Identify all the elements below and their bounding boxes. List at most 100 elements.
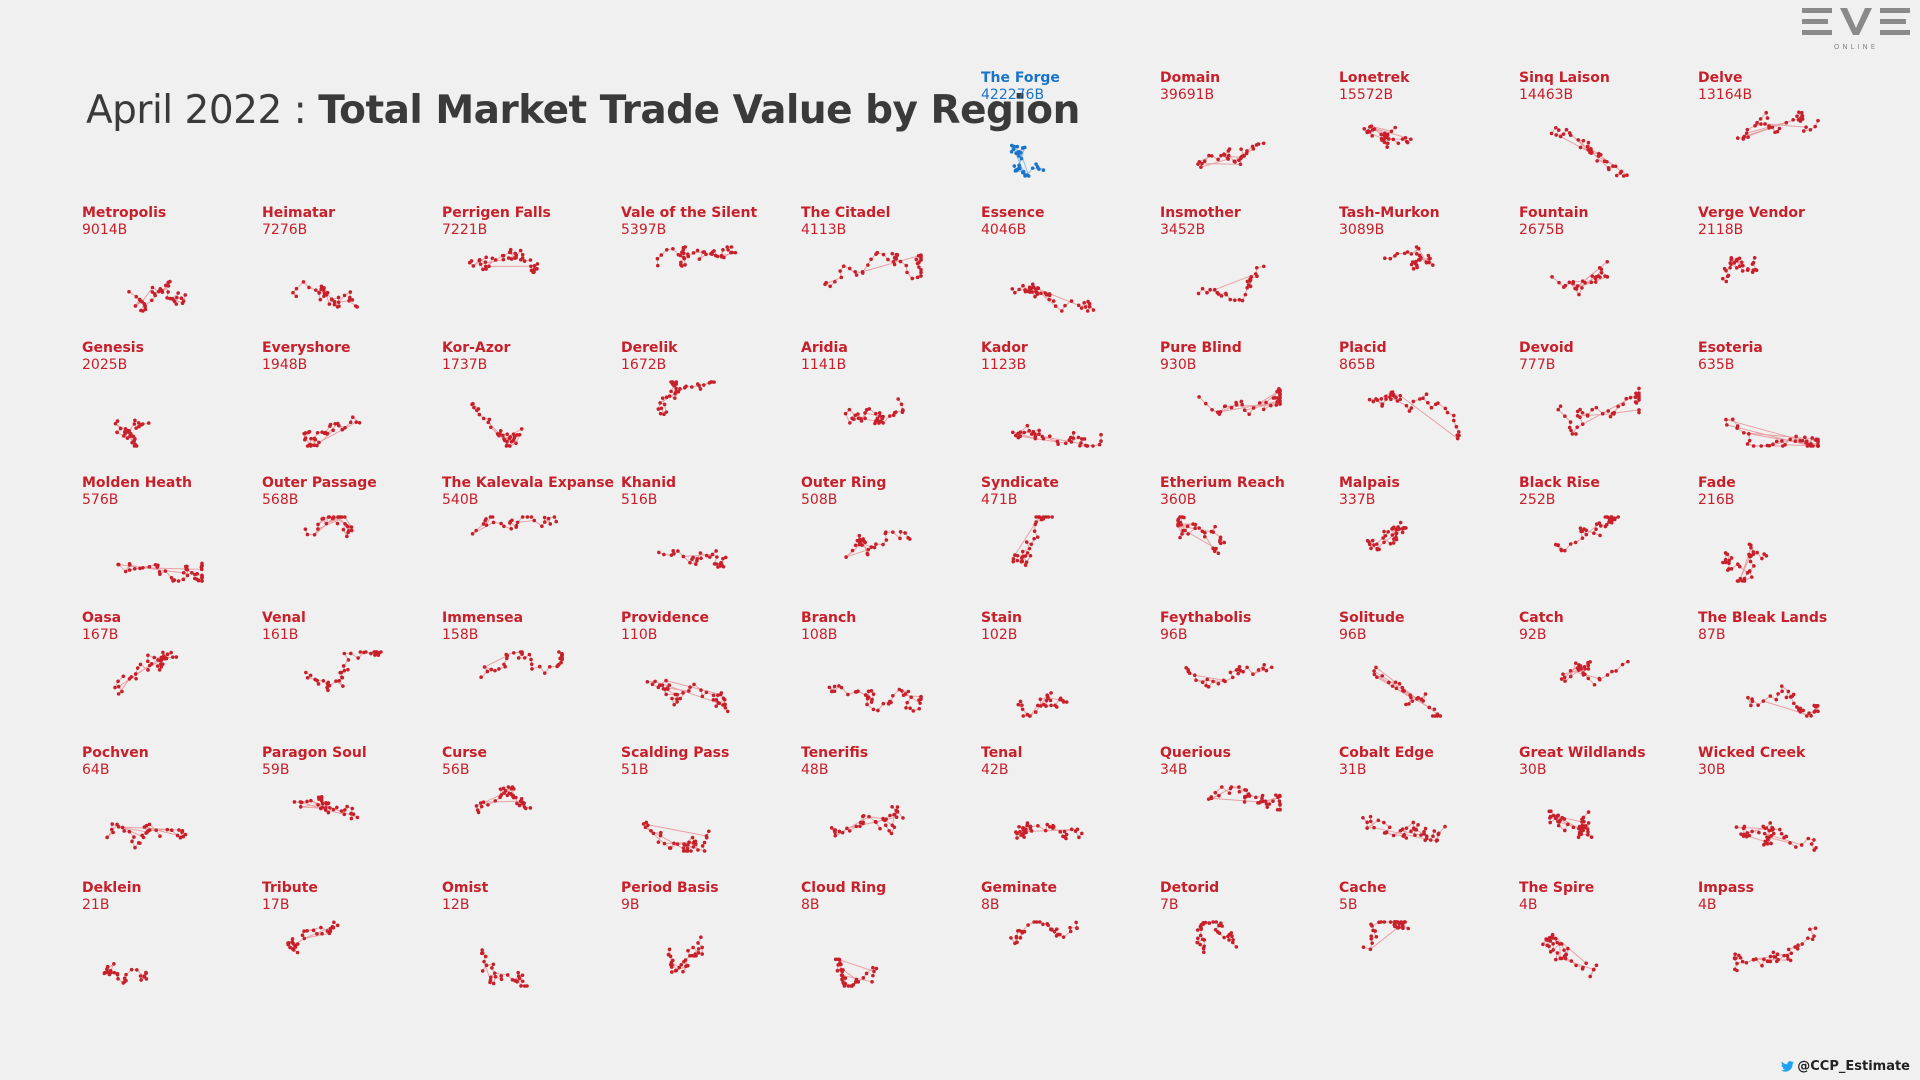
region-scalding-pass: Scalding Pass 51B <box>621 745 791 875</box>
region-name: Outer Ring <box>801 475 887 491</box>
region-value: 865B <box>1339 357 1376 373</box>
chart-title-main: Total Market Trade Value by Region <box>318 88 1080 133</box>
region-name: Geminate <box>981 880 1057 896</box>
region-map-delve <box>1735 110 1820 141</box>
region-map-detorid <box>1195 920 1239 955</box>
region-name: Tenerifis <box>801 745 869 761</box>
region-map-paragon-soul <box>292 794 360 821</box>
region-name: The Bleak Lands <box>1698 610 1828 626</box>
region-name: Tribute <box>262 880 318 896</box>
region-cache: Cache 5B <box>1339 880 1509 1010</box>
region-etherium-reach: Etherium Reach 360B <box>1160 475 1330 605</box>
region-providence: Providence 110B <box>621 610 791 740</box>
region-name: Wicked Creek <box>1698 745 1806 761</box>
region-value: 3089B <box>1339 222 1385 238</box>
region-value: 508B <box>801 492 838 508</box>
region-map-molden-heath <box>116 561 204 583</box>
region-map-stain <box>1016 691 1069 718</box>
region-value: 110B <box>621 627 658 643</box>
region-the-forge: The Forge 422276B <box>981 70 1151 200</box>
region-value: 8B <box>801 897 820 913</box>
region-value: 7B <box>1160 897 1179 913</box>
region-name: Vale of the Silent <box>621 205 758 221</box>
region-name: Curse <box>442 745 487 761</box>
region-name: Derelik <box>621 340 678 356</box>
region-tribute: Tribute 17B <box>262 880 432 1010</box>
region-value: 48B <box>801 762 829 778</box>
region-value: 568B <box>262 492 299 508</box>
region-name: Kor-Azor <box>442 340 511 356</box>
region-map-deklein <box>102 962 149 985</box>
region-value: 21B <box>82 897 110 913</box>
region-name: Period Basis <box>621 880 719 896</box>
region-name: Essence <box>981 205 1045 221</box>
region-name: Etherium Reach <box>1160 475 1285 491</box>
region-name: Devoid <box>1519 340 1574 356</box>
region-the-citadel: The Citadel 4113B <box>801 205 971 335</box>
region-value: 7221B <box>442 222 488 238</box>
region-heimatar: Heimatar 7276B <box>262 205 432 335</box>
region-verge-vendor: Verge Vendor 2118B <box>1698 205 1868 335</box>
region-value: 31B <box>1339 762 1367 778</box>
region-name: Sinq Laison <box>1519 70 1610 86</box>
region-name: Perrigen Falls <box>442 205 551 221</box>
region-outer-ring: Outer Ring 508B <box>801 475 971 605</box>
region-great-wildlands: Great Wildlands 30B <box>1519 745 1689 875</box>
region-map-the-forge <box>1009 143 1046 178</box>
region-name: Genesis <box>82 340 144 356</box>
region-map-kador <box>1011 423 1103 448</box>
region-map-aridia <box>843 397 905 426</box>
eve-online-logo: ONLINE <box>1802 8 1910 51</box>
region-name: Fade <box>1698 475 1736 491</box>
region-deklein: Deklein 21B <box>82 880 252 1010</box>
region-map-fountain <box>1550 259 1610 297</box>
region-value: 9B <box>621 897 640 913</box>
region-detorid: Detorid 7B <box>1160 880 1330 1010</box>
region-value: 30B <box>1519 762 1547 778</box>
region-name: Cobalt Edge <box>1339 745 1434 761</box>
credit: @CCP_Estimate <box>1781 1059 1910 1074</box>
region-immensea: Immensea 158B <box>442 610 612 740</box>
region-querious: Querious 34B <box>1160 745 1330 875</box>
region-genesis: Genesis 2025B <box>82 340 252 470</box>
region-name: Insmother <box>1160 205 1241 221</box>
region-value: 13164B <box>1698 87 1753 103</box>
region-value: 337B <box>1339 492 1376 508</box>
region-map-sinq-laison <box>1549 125 1629 178</box>
region-wicked-creek: Wicked Creek 30B <box>1698 745 1868 875</box>
region-name: Branch <box>801 610 857 626</box>
region-tenerifis: Tenerifis 48B <box>801 745 971 875</box>
region-perrigen-falls: Perrigen Falls 7221B <box>442 205 612 335</box>
region-value: 2118B <box>1698 222 1744 238</box>
region-name: Immensea <box>442 610 524 626</box>
region-khanid: Khanid 516B <box>621 475 791 605</box>
region-devoid: Devoid 777B <box>1519 340 1689 470</box>
region-name: Scalding Pass <box>621 745 730 761</box>
region-map-the-bleak-lands <box>1746 684 1820 718</box>
region-name: Fountain <box>1519 205 1589 221</box>
region-name: Syndicate <box>981 475 1059 491</box>
region-kor-azor: Kor-Azor 1737B <box>442 340 612 470</box>
region-value: 64B <box>82 762 110 778</box>
region-map-cloud-ring <box>833 957 879 988</box>
region-map-metropolis <box>127 279 188 313</box>
region-value: 42B <box>981 762 1009 778</box>
region-map-etherium-reach <box>1176 515 1227 556</box>
region-sinq-laison: Sinq Laison 14463B <box>1519 70 1689 200</box>
region-fountain: Fountain 2675B <box>1519 205 1689 335</box>
region-map-curse <box>474 785 533 815</box>
region-value: 12B <box>442 897 470 913</box>
region-name: Malpais <box>1339 475 1400 491</box>
region-name: The Forge <box>981 70 1060 86</box>
region-name: Esoteria <box>1698 340 1763 356</box>
region-map-solitude <box>1372 665 1443 718</box>
region-map-pure-blind <box>1197 387 1282 417</box>
region-everyshore: Everyshore 1948B <box>262 340 432 470</box>
region-map-esoteria <box>1724 417 1820 448</box>
region-molden-heath: Molden Heath 576B <box>82 475 252 605</box>
region-the-spire: The Spire 4B <box>1519 880 1689 1010</box>
region-malpais: Malpais 337B <box>1339 475 1509 605</box>
region-map-feythabolis <box>1184 662 1274 689</box>
region-value: 4B <box>1698 897 1717 913</box>
region-value: 540B <box>442 492 479 508</box>
